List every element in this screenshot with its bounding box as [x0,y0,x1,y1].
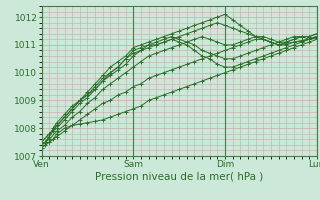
X-axis label: Pression niveau de la mer( hPa ): Pression niveau de la mer( hPa ) [95,172,263,182]
